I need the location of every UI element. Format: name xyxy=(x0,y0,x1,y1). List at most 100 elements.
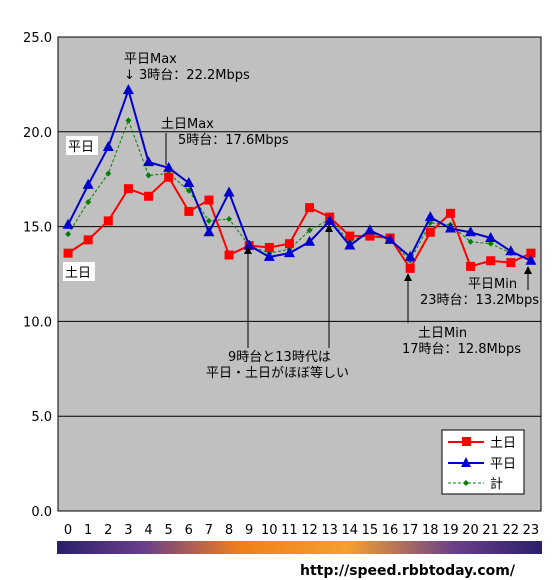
data-point xyxy=(62,218,74,229)
x-tick-label: 2 xyxy=(104,523,112,538)
data-point xyxy=(466,261,476,271)
y-tick-label: 10.0 xyxy=(23,315,52,330)
data-point xyxy=(243,239,255,250)
note-line-1: 9時台と13時代は xyxy=(228,350,331,365)
data-point xyxy=(184,206,194,216)
data-point xyxy=(364,224,376,235)
weekday-max-label: 平日Max xyxy=(124,52,177,67)
data-point xyxy=(63,248,73,258)
x-tick-label: 20 xyxy=(462,523,479,538)
x-tick-label: 23 xyxy=(523,523,540,538)
legend-weekday-marker xyxy=(461,457,471,467)
series-1 xyxy=(62,84,537,265)
data-point xyxy=(465,226,477,237)
data-point xyxy=(405,263,415,273)
x-tick-label: 13 xyxy=(321,523,338,538)
data-point xyxy=(365,231,375,241)
data-point xyxy=(263,250,275,261)
data-point xyxy=(85,198,92,205)
data-point xyxy=(143,156,155,167)
weekday-min-value: 23時台：13.2Mbps xyxy=(420,293,539,308)
data-point xyxy=(65,231,72,238)
x-axis: 0 1 2 3 4 5 6 7 8 9 10 11 12 13 14 15 16 17 18 19 20 21 22 23 xyxy=(64,523,539,538)
data-point xyxy=(144,191,154,201)
x-tick-label: 0 xyxy=(64,523,72,538)
weekday-min-arrowhead xyxy=(524,266,532,274)
x-tick-label: 9 xyxy=(245,523,253,538)
source-url[interactable]: http://speed.rbbtoday.com/ xyxy=(300,563,516,579)
data-point xyxy=(224,250,234,260)
data-point xyxy=(283,247,295,258)
x-tick-label: 15 xyxy=(362,523,379,538)
x-tick-label: 22 xyxy=(503,523,520,538)
legend-weekend-marker xyxy=(462,437,471,446)
legend-weekday-label: 平日 xyxy=(490,457,516,472)
y-tick-label: 25.0 xyxy=(23,31,52,46)
data-point xyxy=(324,214,336,225)
x-tick-label: 3 xyxy=(124,523,132,538)
x-tick-label: 10 xyxy=(261,523,278,538)
weekday-max-value: ↓ 3時台：22.2Mbps xyxy=(124,68,250,83)
hour13-arrowhead xyxy=(325,224,333,232)
annotations: 平日Max ↓ 3時台：22.2Mbps 土日Max 5時台：17.6Mbps … xyxy=(63,52,539,381)
x-tick-label: 14 xyxy=(342,523,359,538)
data-point xyxy=(487,240,494,247)
weekday-series-label: 平日 xyxy=(68,140,94,155)
data-point xyxy=(467,238,474,245)
data-point xyxy=(102,140,114,151)
data-point xyxy=(445,208,455,218)
data-point xyxy=(223,186,235,197)
legend: 土日 平日 計 xyxy=(441,429,525,495)
x-tick-label: 21 xyxy=(482,523,499,538)
data-point xyxy=(264,242,274,252)
note-line-2: 平日・土日がほぼ等しい xyxy=(206,365,349,381)
x-tick-label: 18 xyxy=(422,523,439,538)
y-axis: 0.0 5.0 10.0 15.0 20.0 25.0 xyxy=(23,31,52,520)
legend-weekend-label: 土日 xyxy=(490,436,516,451)
legend-total-marker xyxy=(463,480,469,486)
data-point xyxy=(486,256,496,266)
time-of-day-gradient-bar xyxy=(57,541,542,554)
data-point xyxy=(125,117,132,124)
data-point xyxy=(344,239,356,250)
weekend-max-label: 土日Max xyxy=(161,117,214,132)
data-point xyxy=(122,84,134,95)
data-point xyxy=(145,172,152,179)
series-line xyxy=(67,118,532,262)
data-point xyxy=(505,245,517,256)
data-point xyxy=(103,216,113,226)
weekend-series-label-bg xyxy=(63,262,95,281)
hour9-arrowhead xyxy=(244,246,252,254)
x-tick-label: 8 xyxy=(225,523,233,538)
x-tick-label: 11 xyxy=(281,523,298,538)
data-point xyxy=(105,170,112,177)
weekday-min-label: 平日Min xyxy=(468,277,517,292)
data-point xyxy=(83,235,93,245)
y-tick-label: 5.0 xyxy=(31,410,52,425)
data-point xyxy=(444,222,456,233)
x-tick-label: 17 xyxy=(402,523,419,538)
weekend-max-value: 5時台：17.6Mbps xyxy=(178,133,289,148)
x-tick-label: 7 xyxy=(205,523,213,538)
x-tick-label: 1 xyxy=(84,523,92,538)
data-point xyxy=(123,184,133,194)
x-tick-label: 19 xyxy=(442,523,459,538)
x-tick-label: 5 xyxy=(165,523,173,538)
data-point xyxy=(203,226,215,237)
data-point xyxy=(384,233,396,244)
data-point xyxy=(205,217,212,224)
series-0 xyxy=(63,172,536,273)
weekend-min-arrowhead xyxy=(404,273,412,281)
data-point xyxy=(425,227,435,237)
data-point xyxy=(164,172,174,182)
data-point xyxy=(345,231,355,241)
weekday-series-label-bg xyxy=(66,136,98,155)
data-point xyxy=(506,258,516,268)
data-point xyxy=(305,203,315,213)
data-point xyxy=(306,227,313,234)
x-tick-label: 4 xyxy=(144,523,152,538)
data-point xyxy=(304,235,316,246)
x-tick-label: 16 xyxy=(382,523,399,538)
y-tick-label: 0.0 xyxy=(31,505,52,520)
